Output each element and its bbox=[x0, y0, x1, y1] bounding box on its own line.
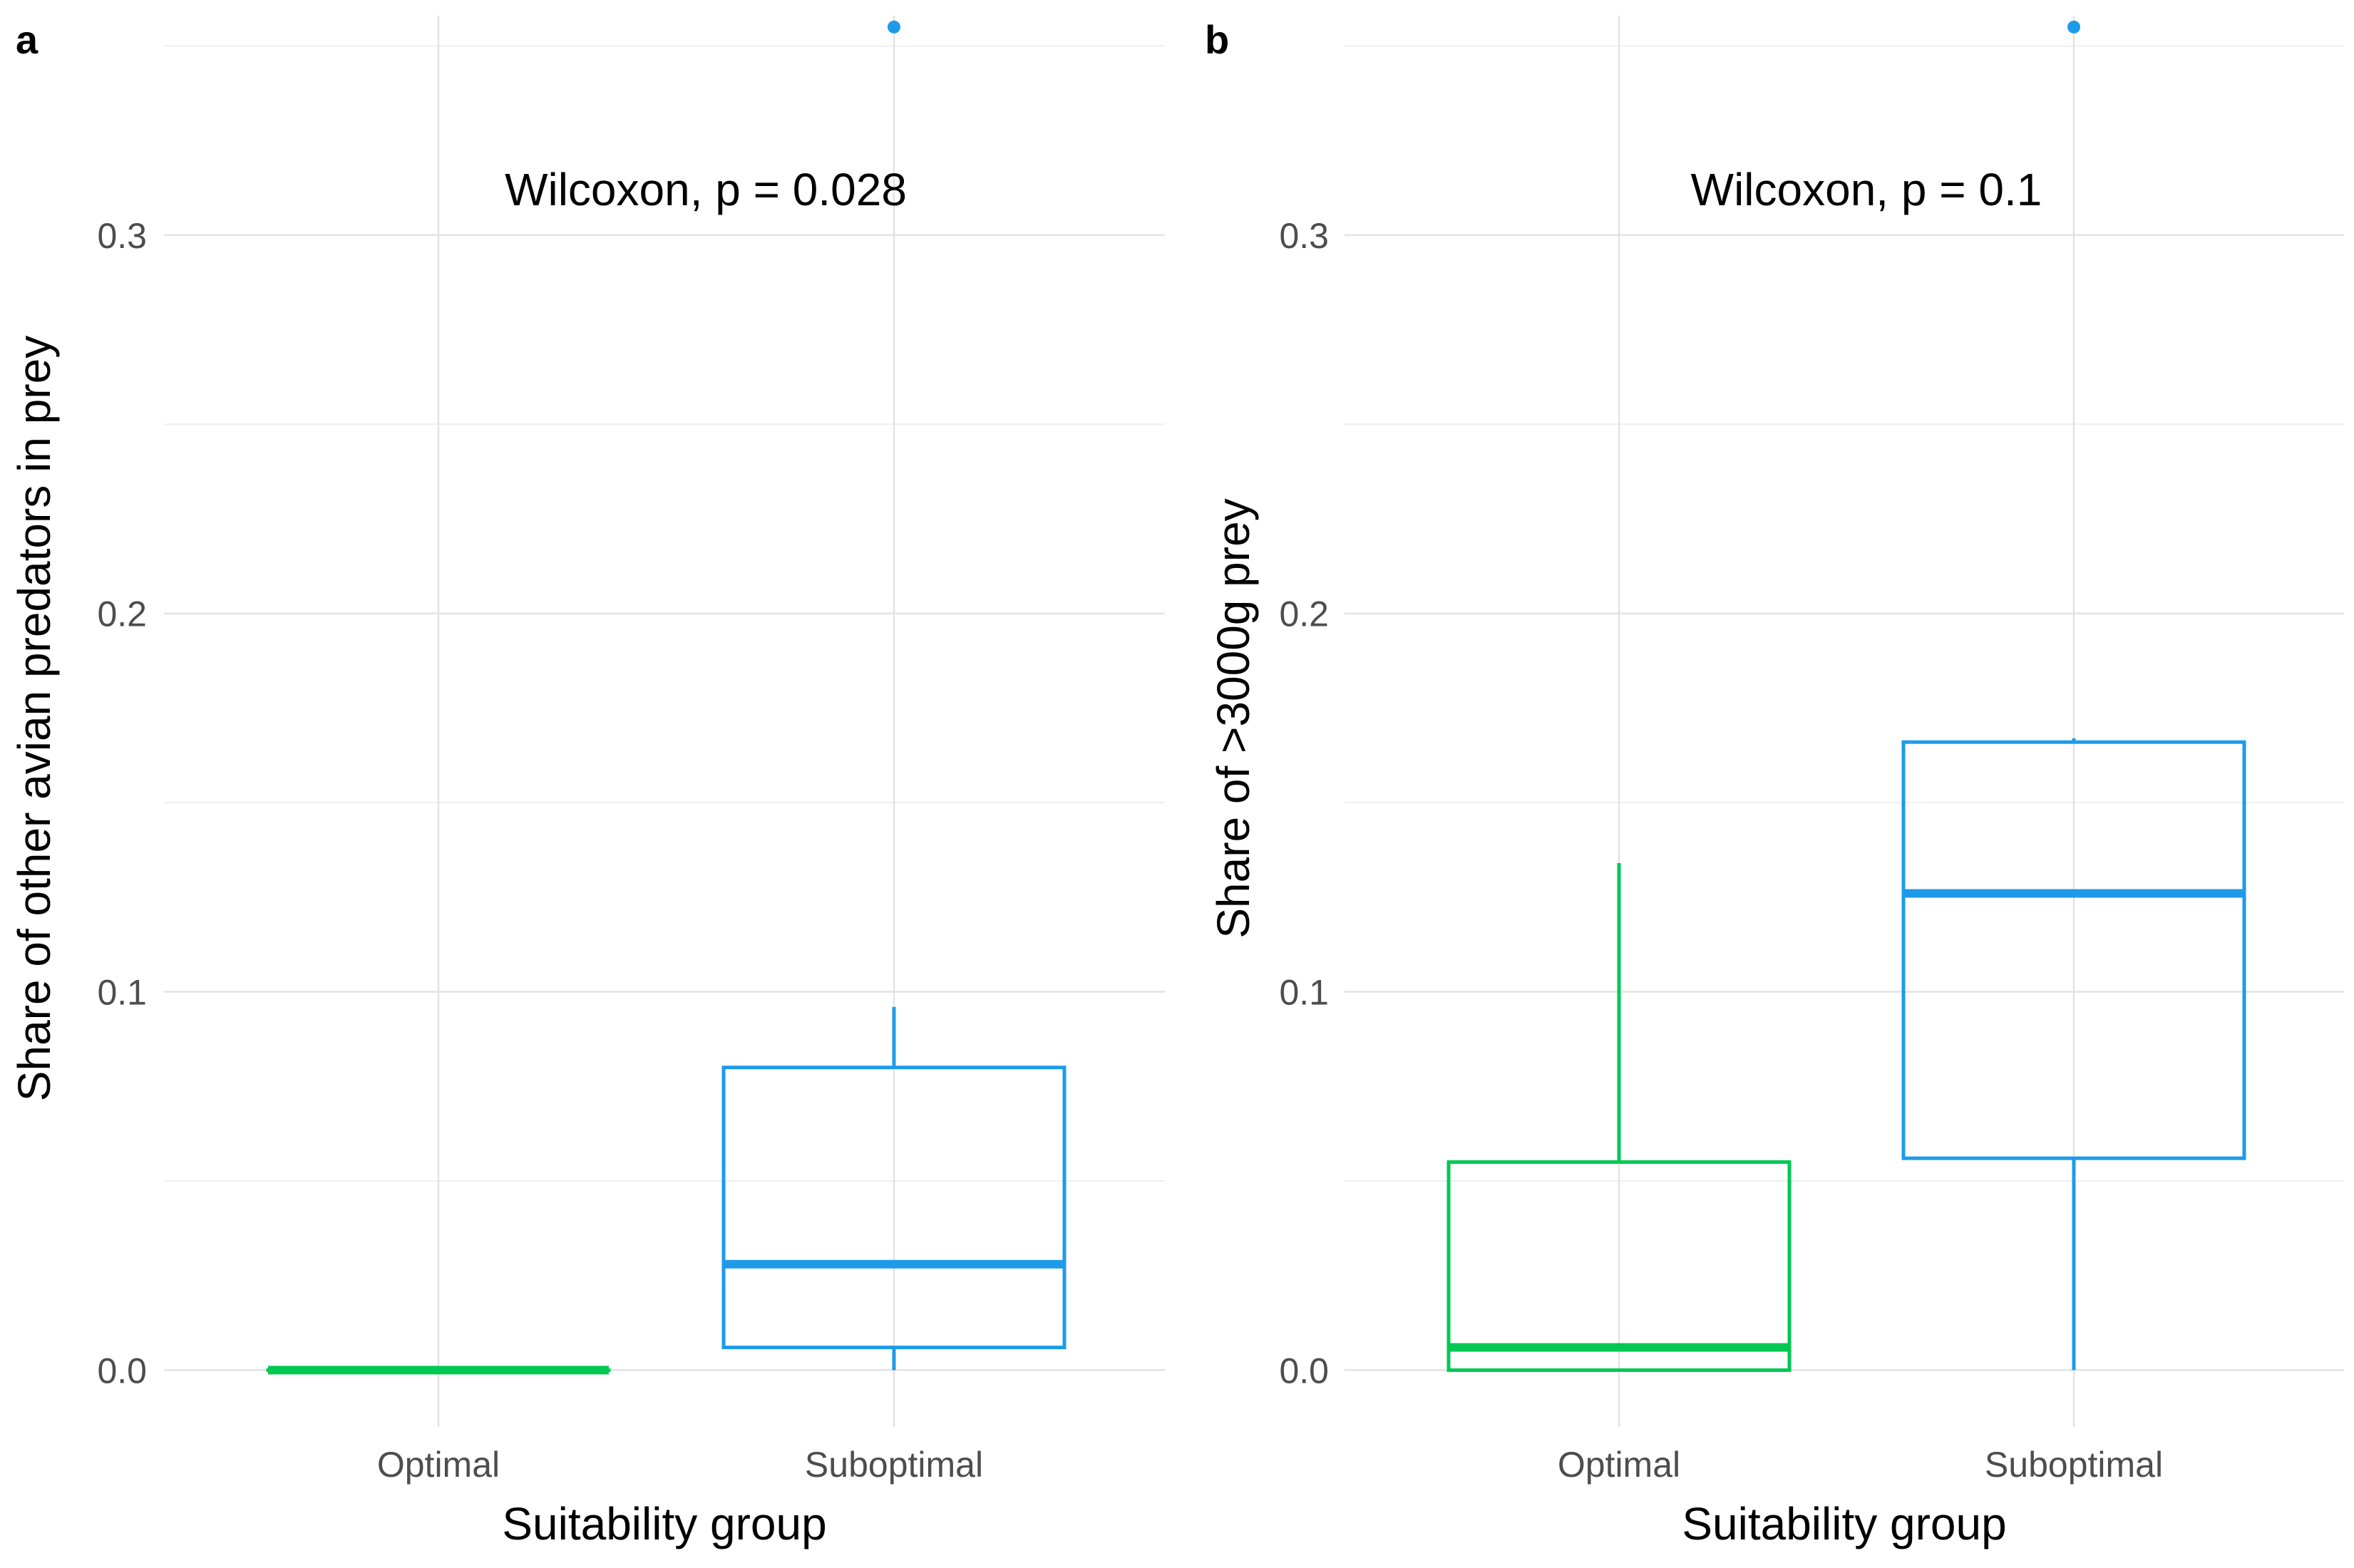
y-tick-label-a: 0.0 bbox=[97, 1351, 147, 1391]
panel-label-a: a bbox=[16, 17, 38, 62]
outlier-point bbox=[2067, 20, 2080, 33]
y-tick-label-a: 0.3 bbox=[97, 216, 147, 256]
x-tick-label-b: Suboptimal bbox=[1985, 1445, 2163, 1485]
x-tick-label-a: Suboptimal bbox=[805, 1445, 983, 1485]
y-tick-label-b: 0.3 bbox=[1279, 216, 1329, 256]
panel-label-b: b bbox=[1205, 17, 1229, 62]
y-tick-label-b: 0.1 bbox=[1279, 973, 1329, 1013]
box-b-optimal bbox=[1446, 863, 1792, 1372]
box-b-suboptimal bbox=[1901, 20, 2246, 1371]
box-body bbox=[721, 1066, 1067, 1350]
x-tick-label-a: Optimal bbox=[377, 1445, 500, 1485]
y-tick-label-a: 0.2 bbox=[97, 594, 147, 634]
wilcoxon-annotation-a: Wilcoxon, p = 0.028 bbox=[505, 164, 907, 215]
panel-a: 0.0 0.1 0.2 0.3 Optimal Suboptimal a Wilcoxon, … bbox=[9, 16, 1165, 1549]
x-tick-label-b: Optimal bbox=[1558, 1445, 1680, 1485]
x-axis-title-b: Suitability group bbox=[1682, 1498, 2006, 1549]
y-tick-label-b: 0.0 bbox=[1279, 1351, 1329, 1391]
box-body bbox=[1901, 740, 2246, 1160]
y-axis-title-b: Share of >3000g prey bbox=[1208, 498, 1259, 938]
outlier-point bbox=[888, 20, 900, 33]
box-body bbox=[1446, 1160, 1792, 1372]
panel-b: 0.0 0.1 0.2 0.3 Optimal Suboptimal b Wilcoxon, … bbox=[1205, 16, 2344, 1549]
y-axis-title-a: Share of other avian predators in prey bbox=[9, 336, 60, 1101]
wilcoxon-annotation-b: Wilcoxon, p = 0.1 bbox=[1691, 164, 2042, 215]
box-a-suboptimal bbox=[721, 20, 1067, 1371]
x-axis-title-a: Suitability group bbox=[502, 1498, 826, 1549]
y-tick-label-a: 0.1 bbox=[97, 973, 147, 1013]
y-tick-label-b: 0.2 bbox=[1279, 594, 1329, 634]
